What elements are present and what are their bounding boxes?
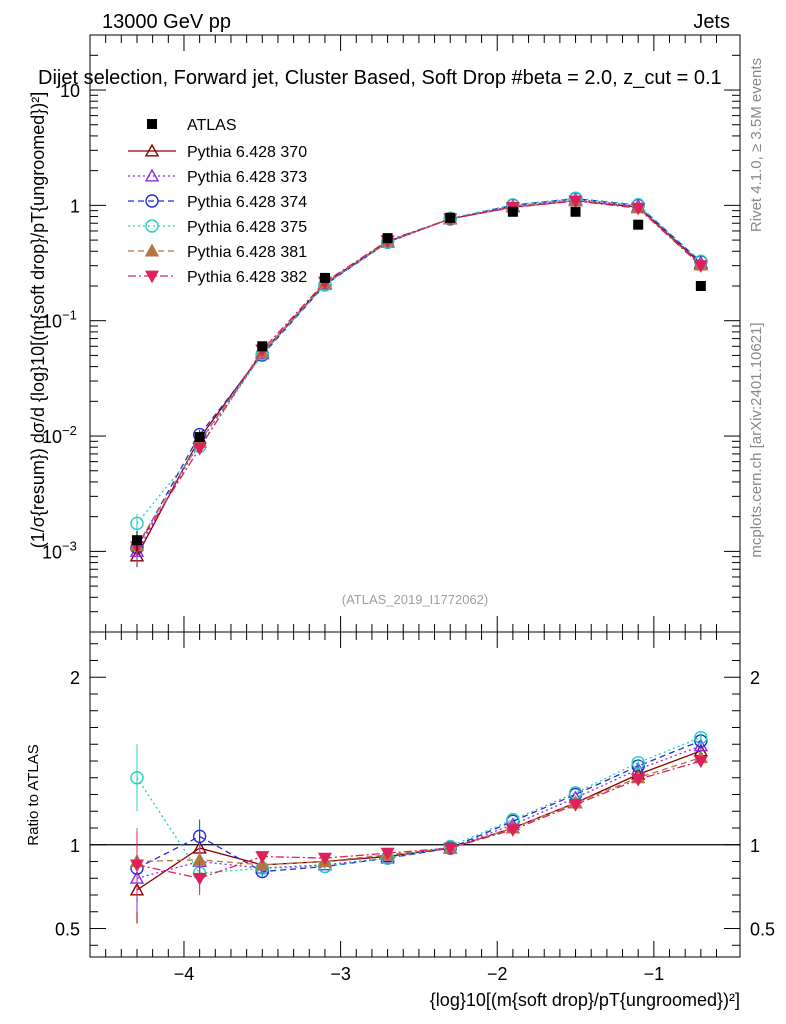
legend-marker [144, 243, 160, 257]
x-tick-label: −1 [644, 964, 665, 984]
ratio-series-point [694, 730, 708, 745]
main-series-point [693, 260, 708, 273]
legend-marker [144, 168, 160, 182]
ratio-series-point [631, 755, 645, 770]
ratio-y-tick-label-right: 0.5 [750, 920, 775, 940]
y-tick-label: 10 [60, 81, 80, 101]
category-label: Jets [693, 11, 730, 33]
ratio-series-line [136, 750, 702, 891]
x-tick-label: −2 [487, 964, 508, 984]
ratio-series-line [136, 760, 702, 879]
y-tick-label: 10 [42, 542, 62, 562]
legend-marker [145, 219, 159, 233]
main-series-point [192, 442, 207, 456]
x-tick-label: −3 [330, 964, 351, 984]
ratio-series-line [136, 757, 702, 866]
x-tick-label: −4 [174, 964, 195, 984]
data-point [507, 206, 518, 217]
ratio-series-line [136, 736, 702, 874]
ratio-series-point [192, 829, 207, 844]
y-tick-exponent: −1 [62, 308, 77, 323]
ratio-y-axis-label: Ratio to ATLAS [25, 744, 42, 845]
ratio-series-point [192, 872, 207, 886]
energy-label: 13000 GeV pp [102, 11, 231, 33]
analysis-id: (ATLAS_2019_I1772062) [342, 592, 488, 607]
legend-label: Pythia 6.428 381 [187, 244, 307, 261]
ratio-series-point [443, 842, 458, 856]
ratio-series-point [505, 824, 520, 837]
mcplots-label: mcplots.cern.ch [arXiv:2401.10621] [748, 322, 765, 557]
data-point [570, 206, 581, 217]
legend-label-atlas: ATLAS [187, 117, 237, 134]
data-point [194, 432, 205, 443]
ratio-series-point [255, 857, 270, 871]
ratio-frame [89, 631, 741, 958]
data-point [695, 280, 706, 291]
legend-label: Pythia 6.428 375 [187, 219, 307, 236]
ratio-series-line [136, 745, 702, 879]
legend-label: Pythia 6.428 374 [187, 194, 307, 211]
ratio-series-point [693, 755, 708, 769]
legend-label: Pythia 6.428 373 [187, 169, 307, 186]
series-layer [129, 191, 709, 924]
ratio-series-point [130, 771, 144, 785]
ratio-y-tick-label: 0.5 [55, 920, 80, 940]
data-point [257, 341, 268, 352]
y-tick-label: 1 [70, 196, 80, 216]
legend-marker [145, 194, 159, 208]
data-point [131, 535, 142, 546]
ratio-series-point [568, 799, 583, 812]
x-axis-label: {log}10[(m{soft drop}/pT{ungroomed})²] [430, 990, 740, 1010]
legend-label: Pythia 6.428 382 [187, 269, 307, 286]
legend: ATLAS Pythia 6.428 370 Pythia 6.428 373 Pyt… [128, 117, 307, 286]
y-tick-label: 10 [42, 312, 62, 332]
legend-marker [144, 270, 160, 284]
ratio-series-line [136, 740, 702, 873]
legend-label: Pythia 6.428 370 [187, 144, 307, 161]
main-series-line [136, 200, 702, 547]
ratio-series-point [317, 852, 332, 866]
legend-marker-atlas [147, 119, 157, 129]
main-y-axis-label: (1/σ{resum}) dσ/d {log}10[(m{soft drop}/… [28, 92, 48, 548]
selection-title: Dijet selection, Forward jet, Cluster Ba… [38, 67, 722, 89]
ratio-series-point [129, 859, 145, 873]
ratio-y-tick-label-right: 1 [750, 836, 760, 856]
ratio-series-point [380, 847, 395, 861]
legend-marker [144, 143, 160, 157]
ratio-series-point [255, 851, 270, 864]
data-point [382, 233, 393, 244]
y-tick-label: 10 [42, 427, 62, 447]
data-point [445, 212, 456, 223]
ratio-y-tick-label: 2 [70, 668, 80, 688]
data-point [633, 219, 644, 230]
y-tick-exponent: −2 [62, 423, 77, 438]
data-point [319, 272, 330, 283]
rivet-label: Rivet 4.1.0, ≥ 3.5M events [748, 58, 765, 232]
y-tick-exponent: −3 [62, 538, 77, 553]
main-series-point [631, 202, 646, 216]
ratio-series-point [631, 774, 646, 787]
main-series-point [568, 195, 583, 209]
ratio-y-tick-label: 1 [70, 836, 80, 856]
main-series-line [136, 197, 702, 524]
main-series-point [130, 516, 144, 531]
ratio-y-tick-label-right: 2 [750, 668, 760, 688]
